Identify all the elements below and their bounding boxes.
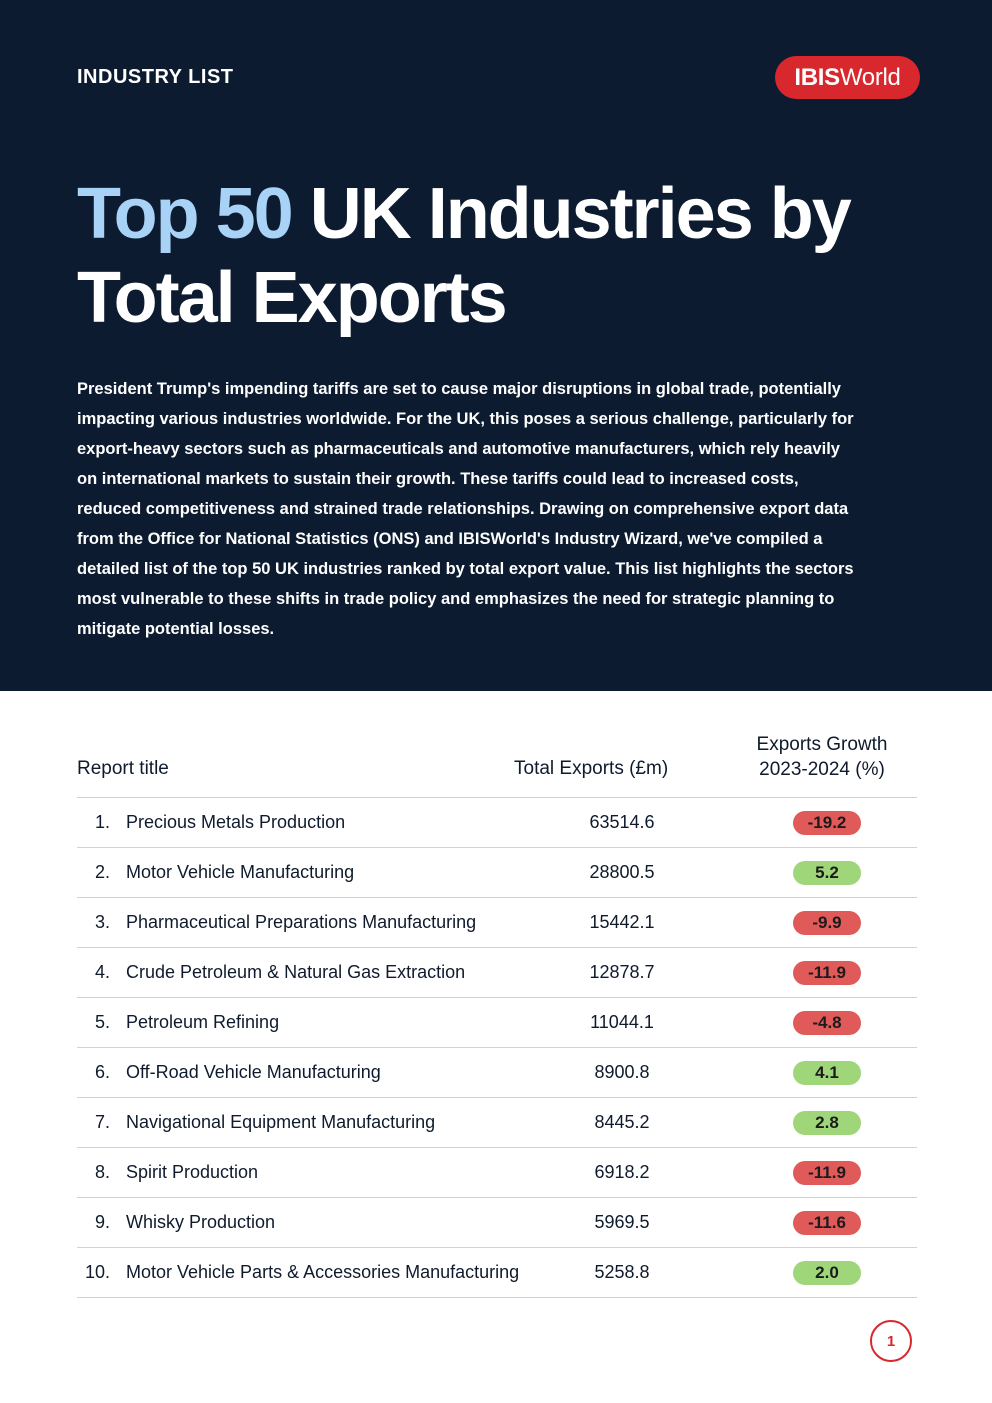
row-rank: 10.: [84, 1262, 110, 1282]
row-rank: 6.: [94, 1062, 110, 1082]
row-rank: 2.: [94, 862, 110, 882]
logo-text-bold: IBIS: [794, 63, 840, 91]
row-rank: 7.: [94, 1112, 110, 1132]
row-total-exports: 8900.8: [594, 1062, 650, 1082]
column-header-growth-line1: Exports Growth: [756, 734, 888, 755]
table-row: 3. Pharmaceutical Preparations Manufactur…: [77, 898, 917, 948]
table-header: Report title Total Exports (£m) Exports …: [77, 732, 917, 798]
row-rank: 4.: [94, 962, 110, 982]
page-number-badge: 1: [870, 1320, 912, 1362]
industry-table-body: 1. Precious Metals Production 63514.6 -19.2…: [77, 798, 917, 1298]
row-report-title[interactable]: Petroleum Refining: [126, 1012, 280, 1032]
hero-banner: INDUSTRY LIST IBIS World Top 50 UK Indust…: [0, 0, 992, 691]
row-report-title[interactable]: Crude Petroleum & Natural Gas Extraction: [126, 962, 466, 982]
table-row: 8. Spirit Production 6918.2 -11.9: [77, 1148, 917, 1198]
table-row: 4. Crude Petroleum & Natural Gas Extracti…: [77, 948, 917, 998]
row-total-exports: 12878.7: [589, 962, 655, 982]
row-report-title[interactable]: Navigational Equipment Manufacturing: [126, 1112, 436, 1132]
row-rank: 9.: [94, 1212, 110, 1232]
row-report-title[interactable]: Whisky Production: [126, 1212, 276, 1232]
section-kicker: INDUSTRY LIST: [77, 66, 234, 88]
row-growth-badge: -11.6: [793, 1211, 861, 1235]
row-rank: 8.: [94, 1162, 110, 1182]
table-row: 6. Off-Road Vehicle Manufacturing 8900.8 4.…: [77, 1048, 917, 1098]
row-growth-badge: -19.2: [793, 811, 861, 835]
row-report-title[interactable]: Motor Vehicle Parts & Accessories Manufa…: [126, 1262, 520, 1282]
row-total-exports: 5969.5: [594, 1212, 650, 1232]
row-report-title[interactable]: Pharmaceutical Preparations Manufacturin…: [126, 912, 477, 932]
logo-text-light: World: [839, 63, 901, 91]
intro-paragraph: President Trump's impending tariffs are …: [77, 380, 854, 638]
column-header-report-title: Report title: [77, 758, 169, 779]
row-growth-badge: 5.2: [793, 861, 861, 885]
row-report-title[interactable]: Motor Vehicle Manufacturing: [126, 862, 355, 882]
column-header-exports-growth: Exports Growth 2023-2024 (%): [737, 732, 907, 782]
row-report-title[interactable]: Off-Road Vehicle Manufacturing: [126, 1062, 381, 1082]
row-total-exports: 15442.1: [589, 912, 655, 932]
page-title: Top 50 UK Industries by Total Exports: [77, 172, 957, 340]
row-growth-badge: 2.8: [793, 1111, 861, 1135]
row-total-exports: 28800.5: [589, 862, 655, 882]
row-growth-badge: -9.9: [793, 911, 861, 935]
table-row: 5. Petroleum Refining 11044.1 -4.8: [77, 998, 917, 1048]
row-total-exports: 8445.2: [594, 1112, 650, 1132]
row-rank: 5.: [94, 1012, 110, 1032]
row-rank: 3.: [94, 912, 110, 932]
row-growth-badge: 4.1: [793, 1061, 861, 1085]
row-report-title[interactable]: Spirit Production: [126, 1162, 259, 1182]
row-rank: 1.: [94, 812, 110, 832]
row-growth-badge: -4.8: [793, 1011, 861, 1035]
table-row: 7. Navigational Equipment Manufacturing 84…: [77, 1098, 917, 1148]
column-header-total-exports: Total Exports (£m): [514, 758, 669, 779]
row-growth-badge: -11.9: [793, 961, 861, 985]
row-total-exports: 11044.1: [590, 1012, 654, 1032]
table-row: 10. Motor Vehicle Parts & Accessories Man…: [77, 1248, 917, 1298]
title-accent: Top 50: [77, 174, 294, 254]
table-row: 9. Whisky Production 5969.5 -11.6: [77, 1198, 917, 1248]
row-growth-badge: -11.9: [793, 1161, 861, 1185]
column-header-growth-line2: 2023-2024 (%): [759, 759, 885, 780]
table-row: 1. Precious Metals Production 63514.6 -19.2: [77, 798, 917, 848]
row-total-exports: 5258.8: [594, 1262, 650, 1282]
table-row: 2. Motor Vehicle Manufacturing 28800.5 5.2: [77, 848, 917, 898]
row-report-title[interactable]: Precious Metals Production: [126, 812, 346, 832]
ibisworld-logo[interactable]: IBIS World: [775, 56, 920, 99]
row-total-exports: 63514.6: [589, 812, 655, 832]
row-total-exports: 6918.2: [594, 1162, 650, 1182]
title-rest: UK Industries by Total Exports: [77, 174, 852, 338]
row-growth-badge: 2.0: [793, 1261, 861, 1285]
